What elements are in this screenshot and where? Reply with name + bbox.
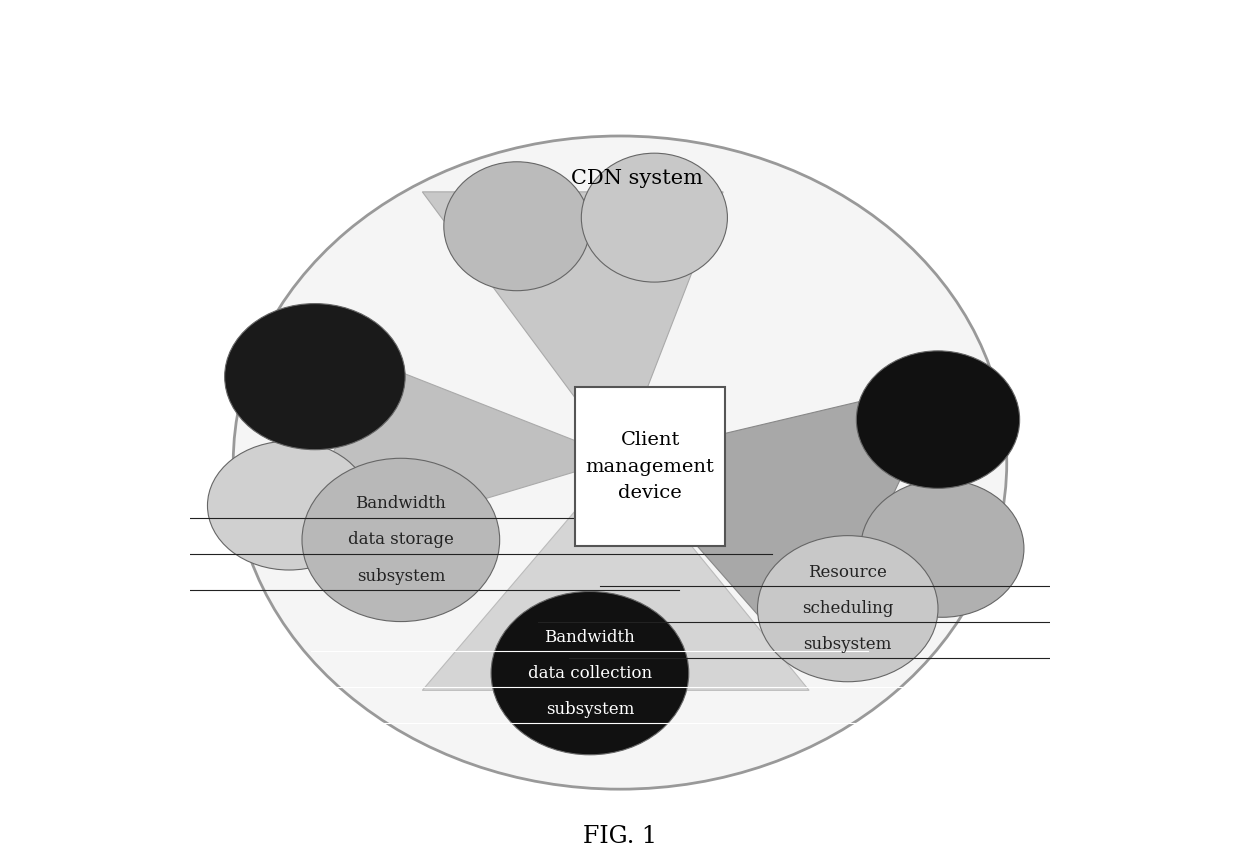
Text: data collection: data collection [528, 664, 652, 682]
Polygon shape [277, 364, 620, 561]
Text: subsystem: subsystem [546, 701, 634, 718]
Text: subsystem: subsystem [804, 637, 892, 653]
Ellipse shape [303, 458, 500, 622]
Ellipse shape [758, 535, 937, 682]
Text: CDN system: CDN system [572, 170, 703, 189]
Ellipse shape [224, 304, 405, 450]
Polygon shape [620, 381, 946, 673]
Ellipse shape [861, 480, 1024, 618]
Polygon shape [423, 458, 808, 690]
Bar [575, 388, 725, 547]
Ellipse shape [444, 162, 590, 291]
Text: data storage: data storage [348, 531, 454, 548]
Ellipse shape [857, 351, 1019, 489]
Text: Bandwidth: Bandwidth [356, 496, 446, 512]
Ellipse shape [233, 136, 1007, 789]
Text: subsystem: subsystem [357, 567, 445, 585]
Polygon shape [423, 192, 723, 458]
Text: scheduling: scheduling [802, 600, 894, 618]
Ellipse shape [207, 441, 371, 570]
Ellipse shape [582, 153, 728, 282]
Text: Bandwidth: Bandwidth [544, 629, 635, 645]
Ellipse shape [491, 592, 688, 755]
Text: Client
management
device: Client management device [585, 432, 714, 503]
Text: Resource: Resource [808, 564, 887, 581]
Text: FIG. 1: FIG. 1 [583, 825, 657, 848]
